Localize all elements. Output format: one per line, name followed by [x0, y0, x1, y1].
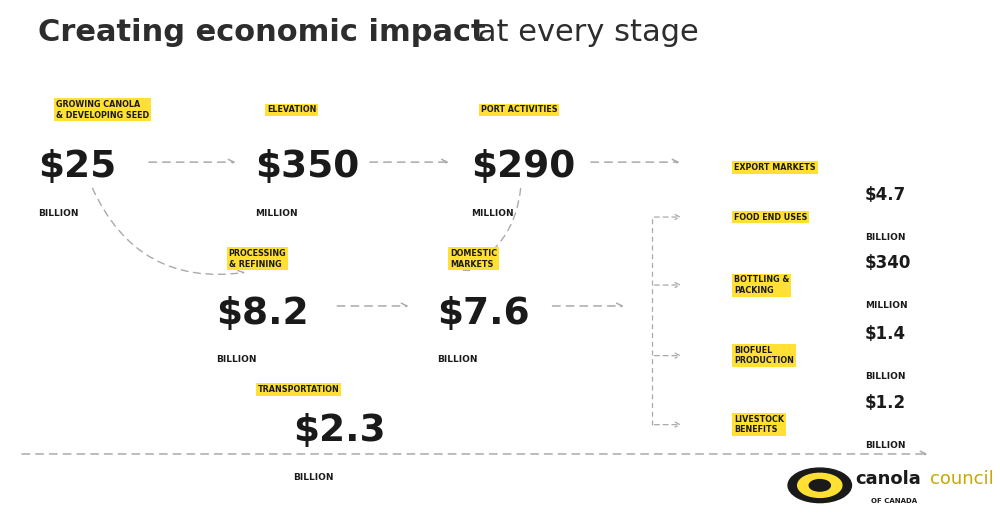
Text: BILLION: BILLION [865, 372, 905, 381]
Text: canola: canola [855, 470, 921, 487]
Text: BOTTLING &
PACKING: BOTTLING & PACKING [734, 275, 790, 295]
Circle shape [798, 473, 842, 497]
Text: DOMESTIC
MARKETS: DOMESTIC MARKETS [450, 249, 497, 269]
Text: FOOD END USES: FOOD END USES [734, 212, 808, 222]
Text: LIVESTOCK
BENEFITS: LIVESTOCK BENEFITS [734, 415, 784, 435]
Text: $340: $340 [865, 254, 911, 272]
Text: BILLION: BILLION [216, 355, 257, 365]
Text: $4.7: $4.7 [865, 186, 906, 204]
Circle shape [788, 468, 851, 503]
Text: $1.2: $1.2 [865, 394, 906, 412]
Text: MILLION: MILLION [865, 301, 908, 311]
Text: ELEVATION: ELEVATION [267, 105, 317, 115]
Text: BIOFUEL
PRODUCTION: BIOFUEL PRODUCTION [734, 346, 794, 366]
Text: at every stage: at every stage [468, 18, 699, 47]
Text: PROCESSING
& REFINING: PROCESSING & REFINING [229, 249, 286, 269]
Text: $25: $25 [38, 150, 117, 185]
Text: PORT ACTIVITIES: PORT ACTIVITIES [481, 105, 557, 115]
Text: $2.3: $2.3 [293, 414, 386, 449]
Text: MILLION: MILLION [471, 209, 514, 218]
Text: $7.6: $7.6 [437, 296, 530, 332]
Text: BILLION: BILLION [293, 473, 334, 482]
Text: MILLION: MILLION [255, 209, 297, 218]
Text: $1.4: $1.4 [865, 325, 906, 343]
Circle shape [809, 480, 830, 491]
Text: TRANSPORTATION: TRANSPORTATION [258, 385, 339, 394]
Text: BILLION: BILLION [38, 209, 79, 218]
Text: BILLION: BILLION [437, 355, 478, 365]
Text: $290: $290 [471, 150, 575, 185]
Text: OF CANADA: OF CANADA [871, 498, 917, 504]
Text: Creating economic impact: Creating economic impact [38, 18, 486, 47]
Text: $350: $350 [255, 150, 359, 185]
Text: council: council [930, 470, 994, 487]
Text: $8.2: $8.2 [216, 296, 309, 332]
Text: EXPORT MARKETS: EXPORT MARKETS [734, 163, 816, 172]
Text: BILLION: BILLION [865, 233, 905, 243]
Text: BILLION: BILLION [865, 441, 905, 450]
Text: GROWING CANOLA
& DEVELOPING SEED: GROWING CANOLA & DEVELOPING SEED [56, 100, 149, 120]
